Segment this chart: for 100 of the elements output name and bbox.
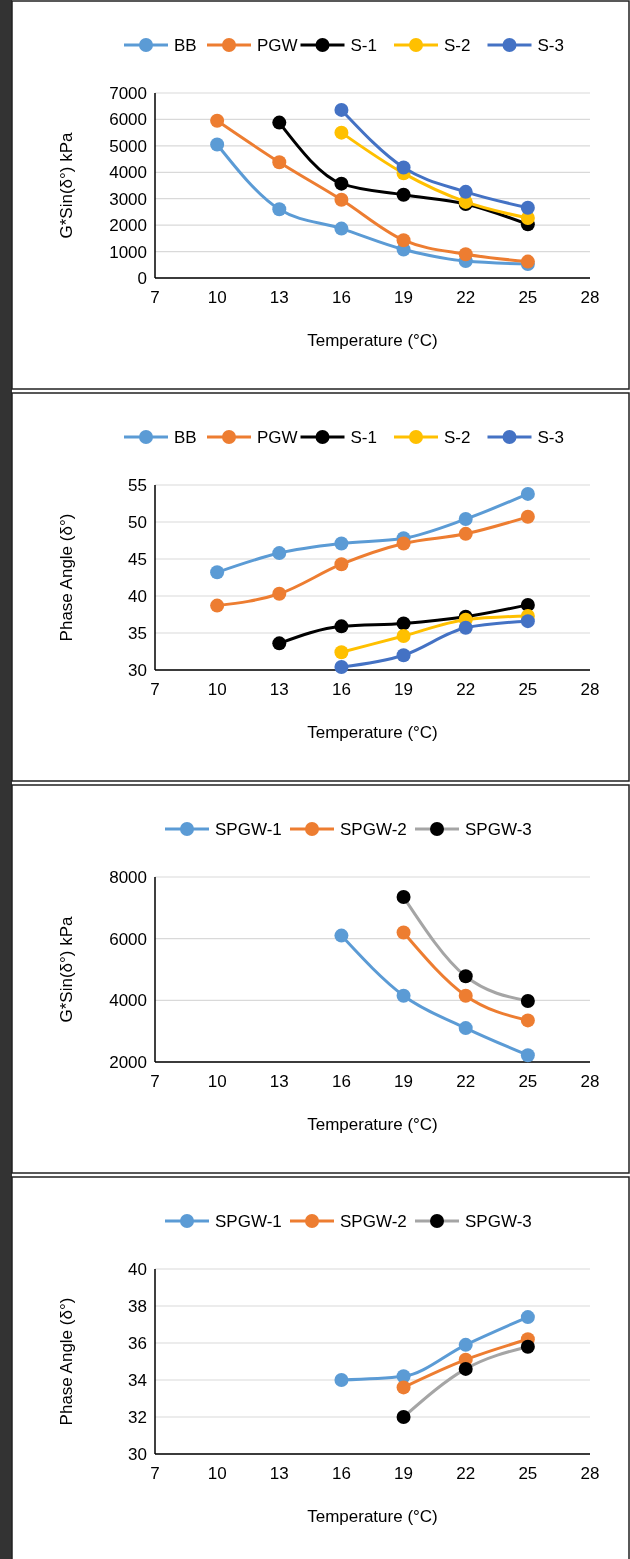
legend-label: S-1 bbox=[350, 427, 377, 447]
x-axis-title: Temperature (°C) bbox=[307, 1507, 438, 1526]
x-tick-label: 13 bbox=[269, 1464, 289, 1483]
x-tick-label: 7 bbox=[150, 288, 160, 307]
point bbox=[210, 598, 225, 613]
y-tick-label: 8000 bbox=[109, 867, 147, 887]
legend-label: S-2 bbox=[444, 427, 471, 447]
y-tick-label: 5000 bbox=[109, 136, 147, 156]
legend-label: SPGW-3 bbox=[465, 1211, 532, 1231]
y-tick-label: 3000 bbox=[109, 189, 147, 209]
y-tick-label: 0 bbox=[137, 268, 147, 288]
legend-label: S-3 bbox=[537, 427, 564, 447]
point bbox=[396, 890, 411, 905]
y-axis-title: G*Sin(δ°) kPa bbox=[57, 131, 76, 239]
legend-label: SPGW-3 bbox=[465, 819, 532, 839]
y-tick-label: 50 bbox=[128, 512, 147, 532]
legend-label: PGW bbox=[257, 35, 298, 55]
x-tick-label: 28 bbox=[580, 288, 600, 307]
y-tick-label: 6000 bbox=[109, 110, 147, 130]
x-tick-label: 16 bbox=[331, 680, 351, 699]
point bbox=[458, 526, 473, 541]
point bbox=[334, 1373, 349, 1387]
y-tick-label: 35 bbox=[128, 623, 147, 643]
point bbox=[520, 993, 535, 1008]
point bbox=[396, 616, 411, 631]
point bbox=[334, 176, 349, 191]
point bbox=[272, 115, 287, 130]
point bbox=[334, 102, 349, 117]
y-axis-title: Phase Angle (δ°) bbox=[57, 513, 76, 642]
y-tick-label: 4000 bbox=[109, 991, 147, 1011]
legend-label: BB bbox=[174, 427, 197, 447]
x-tick-label: 13 bbox=[269, 288, 289, 307]
point bbox=[458, 512, 473, 527]
x-tick-label: 7 bbox=[150, 1464, 160, 1483]
x-tick-label: 19 bbox=[394, 1072, 414, 1091]
x-axis-title: Temperature (°C) bbox=[307, 723, 438, 742]
x-tick-label: 13 bbox=[269, 1072, 289, 1091]
point bbox=[396, 233, 411, 248]
point bbox=[272, 202, 287, 217]
point bbox=[334, 221, 349, 236]
point bbox=[334, 619, 349, 634]
y-tick-label: 38 bbox=[128, 1296, 147, 1316]
y-tick-label: 36 bbox=[128, 1333, 147, 1353]
y-axis-title: G*Sin(δ°) kPa bbox=[57, 915, 76, 1023]
legend-label: SPGW-2 bbox=[340, 1211, 407, 1231]
point bbox=[396, 1410, 411, 1424]
x-tick-label: 10 bbox=[207, 1072, 227, 1091]
point bbox=[520, 200, 535, 215]
point bbox=[458, 1361, 473, 1376]
x-tick-label: 28 bbox=[580, 680, 600, 699]
x-tick-label: 13 bbox=[269, 680, 289, 699]
x-tick-label: 28 bbox=[580, 1072, 600, 1091]
point bbox=[272, 155, 287, 170]
point bbox=[458, 184, 473, 199]
x-tick-label: 16 bbox=[331, 1464, 351, 1483]
y-tick-label: 55 bbox=[128, 475, 147, 495]
x-tick-label: 25 bbox=[518, 1464, 538, 1483]
y-tick-label: 30 bbox=[128, 660, 147, 680]
point bbox=[334, 557, 349, 572]
point bbox=[272, 546, 287, 561]
point bbox=[334, 192, 349, 207]
x-tick-label: 10 bbox=[207, 680, 227, 699]
x-tick-label: 25 bbox=[518, 288, 538, 307]
point bbox=[396, 1380, 411, 1395]
y-tick-label: 34 bbox=[128, 1370, 147, 1390]
x-tick-label: 28 bbox=[580, 1464, 600, 1483]
y-tick-label: 32 bbox=[128, 1407, 147, 1427]
x-tick-label: 7 bbox=[150, 1072, 160, 1091]
point bbox=[396, 536, 411, 551]
point bbox=[458, 988, 473, 1003]
point bbox=[210, 113, 225, 128]
y-tick-label: 4000 bbox=[109, 163, 147, 183]
point bbox=[334, 125, 349, 140]
y-tick-label: 40 bbox=[128, 586, 147, 606]
legend-label: SPGW-2 bbox=[340, 819, 407, 839]
point bbox=[396, 988, 411, 1003]
x-tick-label: 22 bbox=[456, 680, 476, 699]
point bbox=[520, 1048, 535, 1063]
y-axis-title: Phase Angle (δ°) bbox=[57, 1297, 76, 1426]
legend-label: SPGW-1 bbox=[215, 1211, 282, 1231]
point bbox=[520, 1013, 535, 1028]
point bbox=[520, 1310, 535, 1325]
legend-label: S-1 bbox=[350, 35, 377, 55]
y-tick-label: 30 bbox=[128, 1444, 147, 1464]
point bbox=[520, 486, 535, 501]
point bbox=[458, 1021, 473, 1036]
legend-label: S-3 bbox=[537, 35, 564, 55]
x-tick-label: 19 bbox=[394, 1464, 414, 1483]
legend-label: S-2 bbox=[444, 35, 471, 55]
point bbox=[396, 160, 411, 175]
x-tick-label: 16 bbox=[331, 288, 351, 307]
point bbox=[458, 620, 473, 635]
point bbox=[396, 187, 411, 202]
point bbox=[210, 565, 225, 580]
x-tick-label: 25 bbox=[518, 680, 538, 699]
point bbox=[520, 509, 535, 524]
x-tick-label: 10 bbox=[207, 1464, 227, 1483]
point bbox=[334, 660, 349, 675]
x-tick-label: 22 bbox=[456, 1072, 476, 1091]
point bbox=[334, 928, 349, 943]
